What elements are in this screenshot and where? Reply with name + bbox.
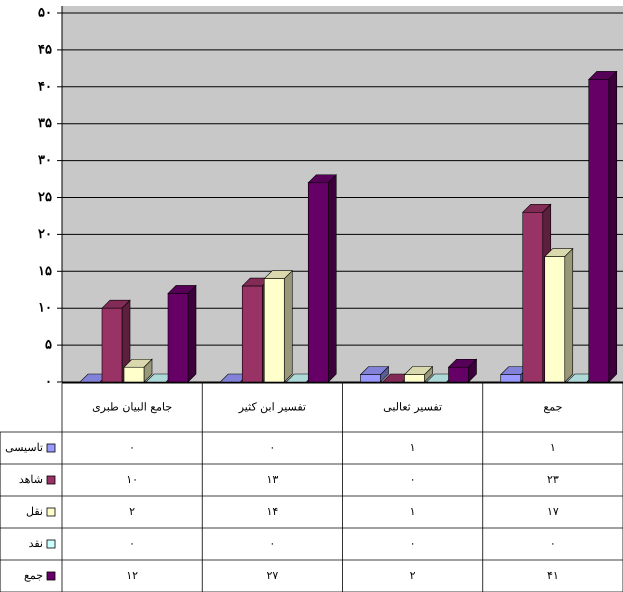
y-tick-label: ۲۵ xyxy=(38,190,52,205)
table-cell: ۱۴ xyxy=(266,505,278,518)
table-cell: ۲ xyxy=(129,505,135,518)
legend-label: تاسیسی xyxy=(5,441,43,454)
table-bg xyxy=(0,383,623,592)
category-label: تفسیر ابن کثیر xyxy=(238,401,306,414)
bar xyxy=(544,256,566,383)
table-cell: ۰ xyxy=(129,441,135,454)
legend-swatch xyxy=(46,475,56,485)
bar xyxy=(307,182,329,383)
bar-side xyxy=(283,269,293,383)
legend-label: نقد xyxy=(29,537,43,550)
bar xyxy=(522,211,544,383)
table-cell: ۲ xyxy=(410,569,416,582)
table-cell: ۱ xyxy=(410,441,416,454)
y-tick-label: ۲۰ xyxy=(38,227,52,242)
bar xyxy=(101,307,123,383)
y-tick-label: ۰ xyxy=(45,375,52,390)
table-cell: ۲۳ xyxy=(547,473,559,486)
legend-label: شاهد xyxy=(19,473,43,486)
table-cell: ۱۰ xyxy=(126,473,138,486)
bar xyxy=(500,374,522,383)
category-label: جامع البیان طبری xyxy=(92,401,172,414)
legend-label: نقل xyxy=(26,505,43,518)
y-tick-label: ۴۵ xyxy=(38,42,52,57)
category-label: تفسیر ثعالبی xyxy=(383,401,442,414)
bar xyxy=(448,366,469,383)
bar xyxy=(263,278,285,383)
y-tick-label: ۴۰ xyxy=(38,79,52,94)
y-tick-label: ۵ xyxy=(45,338,52,353)
legend-swatch xyxy=(46,443,56,453)
category-label: جمع xyxy=(543,401,562,414)
table-cell: ۲۷ xyxy=(266,569,278,582)
y-tick-label: ۳۵ xyxy=(38,116,52,131)
table-cell: ۰ xyxy=(550,537,556,550)
bar xyxy=(404,374,425,383)
bar xyxy=(123,366,145,383)
table-cell: ۱۲ xyxy=(126,569,138,582)
bar-side xyxy=(564,247,574,383)
bar xyxy=(241,285,263,383)
y-tick-label: ۳۰ xyxy=(38,153,52,168)
bar xyxy=(360,374,381,383)
y-tick-label: ۵۰ xyxy=(38,6,52,21)
bar-side xyxy=(608,70,618,383)
bar xyxy=(167,293,189,383)
table-cell: ۰ xyxy=(129,537,135,550)
table-cell: ۱۳ xyxy=(266,473,278,486)
bar-side xyxy=(187,284,197,383)
table-cell: ۰ xyxy=(410,537,416,550)
y-tick-label: ۱۰ xyxy=(38,301,52,316)
legend-label: جمع xyxy=(24,569,43,582)
table-cell: ۰ xyxy=(269,537,275,550)
table-cell: ۱ xyxy=(410,505,416,518)
table-cell: ۰ xyxy=(269,441,275,454)
table-cell: ۰ xyxy=(410,473,416,486)
table-cell: ۱۷ xyxy=(547,505,559,518)
table-cell: ۱ xyxy=(550,441,556,454)
bar xyxy=(588,79,610,383)
y-tick-label: ۱۵ xyxy=(38,264,52,279)
legend-swatch xyxy=(46,507,56,517)
legend-swatch xyxy=(46,571,56,581)
table-cell: ۴۱ xyxy=(547,569,559,582)
legend-swatch xyxy=(46,539,56,549)
bar-side xyxy=(327,174,337,383)
